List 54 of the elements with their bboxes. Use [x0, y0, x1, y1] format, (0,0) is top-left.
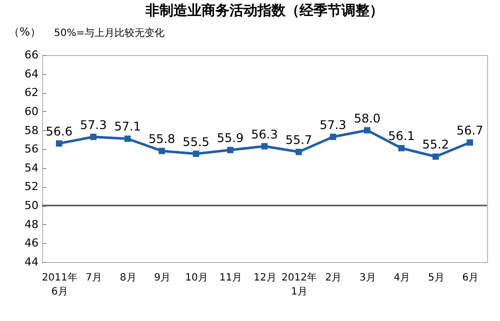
y-tick-label: 60	[24, 104, 38, 118]
text: 55.7	[285, 132, 312, 147]
point	[398, 144, 405, 152]
text: 56.7	[456, 124, 484, 138]
x-tick-label: 5月	[428, 272, 444, 284]
y-tick-label: 44	[24, 256, 38, 268]
y-tick-label: 52	[24, 180, 38, 194]
text: 57.1	[114, 120, 141, 134]
x-tick-label: 6月	[462, 272, 479, 284]
point	[296, 148, 302, 156]
point	[192, 150, 200, 157]
y-axis-title: （%）	[8, 26, 41, 38]
x-tick-label: 8月	[120, 272, 136, 284]
point	[90, 134, 97, 140]
x-tick-label: 9月	[154, 272, 170, 284]
point	[124, 136, 131, 142]
y-tick-label: 54	[24, 161, 38, 174]
y-tick-label: 48	[24, 218, 38, 231]
y-tick-label: 46	[24, 236, 38, 250]
text: 55.2	[422, 138, 450, 152]
y-tick-label: 50	[24, 199, 38, 212]
x-tick-label: 4月	[394, 272, 410, 284]
x-tick-label: 11月	[219, 272, 242, 284]
x-tick-label: 10月	[185, 272, 208, 284]
y-tick-label: 56	[24, 142, 38, 156]
point	[330, 134, 336, 140]
y-tick-label: 58	[24, 124, 38, 137]
text: 56.6	[46, 124, 72, 138]
x-tick-label: 12月	[254, 272, 276, 284]
text: 56.1	[388, 129, 415, 144]
y-tick-label: 66	[24, 48, 38, 62]
x-tick-label: 2月	[325, 272, 342, 284]
text: 56.3	[251, 127, 278, 142]
point	[227, 146, 234, 154]
chart-title: 非制造业商务活动指数（经季节调整）	[144, 2, 384, 19]
point	[56, 140, 62, 147]
chart-subtitle: 50%=与上月比较无变化	[54, 27, 165, 39]
text: 57.3	[320, 118, 346, 132]
point	[432, 153, 439, 160]
y-tick-label: 64	[24, 67, 38, 80]
x-tick-label: 3月	[360, 272, 376, 284]
text: 55.8	[148, 132, 176, 146]
text: 55.9	[216, 131, 244, 146]
x-tick-label: 2011年 6月	[42, 272, 78, 298]
point	[261, 143, 268, 150]
text: 57.3	[80, 118, 107, 132]
point	[158, 148, 165, 154]
x-tick-label: 7月	[86, 272, 102, 284]
point	[364, 127, 370, 134]
x-tick-label: 2012年 1月	[282, 272, 317, 298]
point	[466, 139, 474, 146]
text: 58.0	[354, 111, 381, 126]
y-tick-label: 62	[24, 86, 38, 100]
text: 55.5	[182, 134, 210, 149]
